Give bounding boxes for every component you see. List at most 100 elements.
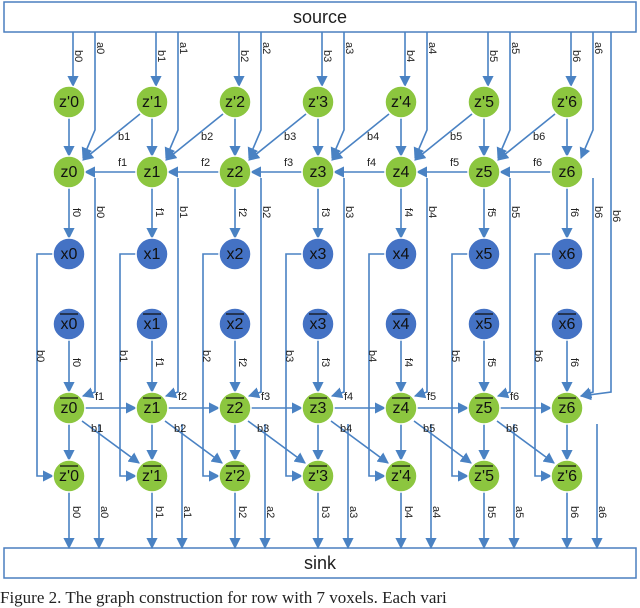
- edge-zbar-to-next-zbarprime: [81, 420, 140, 464]
- edge-label-b-diag: b2: [201, 131, 213, 143]
- edge-label-f-bottom: f5: [427, 391, 436, 403]
- edge-label-layer: b0 a0 f0 b0 f0 b0 f1 b1 b0 a0 b1 a1 b1 f1 f1 b1 f1 b1 f2 b2…: [34, 42, 622, 518]
- edge-label-a-sink: a3: [347, 506, 359, 518]
- edge-label-b-sink: b4: [402, 506, 414, 518]
- edge-x-bypass-to-zbarprime: [368, 253, 387, 482]
- node-x-label: x4: [393, 246, 410, 263]
- node-zbarprime-label: z'2: [225, 468, 245, 485]
- node-zbarprime: [301, 459, 335, 493]
- edge-label-b-left: b4: [366, 350, 378, 362]
- node-xbar: [218, 307, 252, 341]
- edge-label-b: b0: [72, 50, 84, 62]
- edge-label-f-vert: f3: [319, 208, 331, 217]
- edge-label-b-left: b1: [117, 350, 129, 362]
- edge-label-f-vert: f2: [236, 208, 248, 217]
- edge-zprime-to-prev-z: [414, 113, 473, 161]
- node-zbar: [135, 391, 169, 425]
- edge-label-b-diag: b1: [118, 131, 130, 143]
- node-zprime-label: z'3: [308, 94, 328, 111]
- node-zbarprime: [550, 459, 584, 493]
- edge-label-b-bottom-diag: b4: [340, 423, 352, 435]
- edge-source-to-z: [496, 100, 511, 160]
- node-zbarprime-label: z'6: [557, 468, 577, 485]
- edge-label-f: f4: [367, 157, 376, 169]
- node-xbar: [384, 307, 418, 341]
- node-x: [301, 237, 335, 271]
- edge-label-a-sink: a2: [264, 506, 276, 518]
- edge-x-bypass-to-zbarprime: [534, 253, 553, 482]
- edge-label-f-bottom: f3: [261, 391, 270, 403]
- node-xbar-label: x2: [227, 316, 244, 333]
- node-zprime: [218, 85, 252, 119]
- node-xbar: [301, 307, 335, 341]
- node-zbar-label: z6: [559, 400, 576, 417]
- edge-source-to-z: [413, 100, 428, 160]
- edge-label-b-bottom-diag: b1: [91, 423, 103, 435]
- node-zbar-label: z4: [393, 400, 410, 417]
- node-zprime-label: z'4: [391, 94, 411, 111]
- node-zprime: [52, 85, 86, 119]
- edge-label-a-sink: a5: [513, 506, 525, 518]
- edge-label-f-lower: f6: [568, 358, 580, 367]
- node-zbar: [467, 391, 501, 425]
- edge-zprime-to-prev-z: [331, 113, 390, 161]
- edge-label-a: a6: [592, 42, 604, 54]
- sink-label: sink: [304, 553, 337, 573]
- edge-z-to-zbar: [247, 360, 262, 399]
- edge-label-a: a0: [94, 42, 106, 54]
- edge-label-f-bottom: f2: [178, 391, 187, 403]
- edge-label-b-right: b0: [94, 206, 106, 218]
- edge-label-b-right: b1: [177, 206, 189, 218]
- edge-label-f-bottom: f1: [95, 391, 104, 403]
- node-zprime: [384, 85, 418, 119]
- node-x: [467, 237, 501, 271]
- node-zbarprime: [52, 459, 86, 493]
- node-layer: z'0 z0 x0 x0 z0 z'0 z'1 z1 x1 x1 z1 z'1 z'2 z2 x2 x2 z2 z…: [52, 85, 584, 493]
- source-box: [3, 1, 637, 33]
- edge-label-b: b5: [487, 50, 499, 62]
- node-zbarprime: [384, 459, 418, 493]
- node-zbar: [301, 391, 335, 425]
- edge-label-b-bottom-diag: b6: [506, 423, 518, 435]
- node-zbarprime: [135, 459, 169, 493]
- node-z-label: z0: [61, 164, 78, 181]
- edge-zprime-to-prev-z: [248, 113, 307, 161]
- edge-label-a: a5: [509, 42, 521, 54]
- edge-label-b-sink: b5: [485, 506, 497, 518]
- edge-zbar-to-next-zbarprime: [164, 420, 223, 464]
- node-z-label: z6: [559, 164, 576, 181]
- edge-label-f-bottom: f4: [344, 391, 353, 403]
- edge-label-f: f6: [533, 157, 542, 169]
- node-z: [135, 155, 169, 189]
- edge-label-f: f3: [284, 157, 293, 169]
- node-z-label: z4: [393, 164, 410, 181]
- edge-zbar-to-next-zbarprime: [413, 420, 472, 464]
- edge-label-f: f5: [450, 157, 459, 169]
- node-zprime-label: z'0: [59, 94, 79, 111]
- node-x-label: x2: [227, 246, 244, 263]
- edge-label-b-bottom-diag: b2: [174, 423, 186, 435]
- edge-label-b-sink: b6: [568, 506, 580, 518]
- node-z-label: z3: [310, 164, 327, 181]
- node-x: [218, 237, 252, 271]
- source-label: source: [293, 7, 347, 27]
- edge-source-to-z: [579, 100, 594, 160]
- node-xbar-label: x0: [61, 316, 78, 333]
- edge-label-f-lower: f3: [319, 358, 331, 367]
- edge-label-b-sink: b0: [70, 506, 82, 518]
- node-zbar: [550, 391, 584, 425]
- edge-label-f-lower: f0: [70, 358, 82, 367]
- node-zbar-label: z5: [476, 400, 493, 417]
- node-z: [384, 155, 418, 189]
- edge-label-b-bottom-diag: b3: [257, 423, 269, 435]
- edge-label-b-sink: b3: [319, 506, 331, 518]
- edge-z-to-zbar: [496, 360, 511, 399]
- edge-label-b-last: b6: [610, 210, 622, 222]
- edge-label-f-lower: f4: [402, 358, 414, 367]
- node-z: [52, 155, 86, 189]
- node-zbar-label: z1: [144, 400, 161, 417]
- edge-label-a-sink: a1: [181, 506, 193, 518]
- edge-zbar-to-next-zbarprime: [330, 420, 389, 464]
- node-xbar-label: x1: [144, 316, 161, 333]
- node-zbar: [218, 391, 252, 425]
